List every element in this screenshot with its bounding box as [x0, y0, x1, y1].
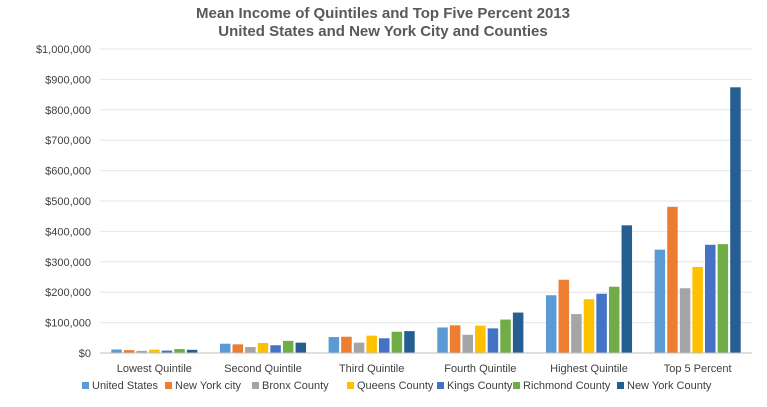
bar — [219, 343, 231, 353]
bar — [512, 312, 524, 353]
bar — [232, 344, 244, 353]
bar — [379, 338, 390, 353]
bars — [111, 87, 741, 353]
y-tick-label: $200,000 — [45, 287, 91, 299]
bar — [717, 244, 729, 353]
bar — [545, 295, 557, 353]
bar — [257, 342, 269, 353]
bar — [667, 206, 678, 353]
bar — [583, 299, 595, 353]
legend-swatch — [82, 382, 89, 389]
bar — [341, 336, 352, 353]
bar — [161, 350, 173, 353]
x-tick-label: Fourth Quintile — [444, 363, 516, 375]
bar — [449, 325, 461, 353]
x-tick-label: Third Quintile — [339, 363, 404, 375]
y-tick-label: $800,000 — [45, 105, 91, 117]
legend-label: United States — [92, 380, 159, 392]
legend-label: New York city — [175, 380, 242, 392]
legend-label: Richmond County — [523, 380, 611, 392]
y-tick-label: $300,000 — [45, 257, 91, 269]
bar — [558, 279, 570, 353]
chart-subtitle: United States and New York City and Coun… — [218, 23, 548, 40]
bar — [692, 266, 703, 353]
y-tick-label: $600,000 — [45, 166, 91, 178]
legend-label: Bronx County — [262, 380, 329, 392]
bar — [174, 349, 185, 353]
x-tick-label: Highest Quintile — [550, 363, 628, 375]
legend-label: Kings County — [447, 380, 513, 392]
bar — [679, 288, 691, 353]
bar — [608, 286, 620, 353]
y-axis-ticks: $0 $100,000 $200,000 $300,000 $400,000 $500,0… — [36, 44, 91, 360]
y-tick-label: $500,000 — [45, 196, 91, 208]
x-axis-ticks: Lowest Quintile Second Quintile Third Quin… — [117, 363, 732, 375]
bar — [654, 249, 666, 353]
legend-swatch — [252, 382, 259, 389]
y-tick-label: $100,000 — [45, 318, 91, 330]
legend-swatch — [513, 382, 520, 389]
legend-swatch — [437, 382, 444, 389]
bar — [391, 331, 403, 353]
y-tick-label: $400,000 — [45, 226, 91, 238]
bar — [353, 342, 365, 353]
bar — [621, 225, 633, 353]
bar — [136, 350, 147, 353]
x-tick-label: Second Quintile — [224, 363, 302, 375]
x-tick-label: Top 5 Percent — [664, 363, 732, 375]
bar — [462, 334, 473, 353]
bar — [475, 325, 486, 353]
legend-swatch — [165, 382, 172, 389]
y-tick-label: $0 — [79, 348, 91, 360]
legend: United States New York city Bronx County Qu… — [82, 380, 712, 392]
bar — [328, 337, 340, 353]
bar — [571, 314, 582, 353]
legend-swatch — [347, 382, 354, 389]
bar — [500, 319, 511, 353]
bar — [245, 347, 256, 353]
bar — [437, 327, 448, 353]
legend-label: Queens County — [357, 380, 434, 392]
y-tick-label: $1,000,000 — [36, 44, 91, 56]
bar — [730, 87, 741, 353]
bar — [149, 349, 160, 353]
bar — [366, 335, 377, 353]
bar — [487, 328, 499, 353]
legend-swatch — [617, 382, 624, 389]
gridlines — [100, 48, 752, 324]
bar — [186, 349, 198, 353]
legend-label: New York County — [627, 380, 712, 392]
y-tick-label: $900,000 — [45, 74, 91, 86]
bar — [295, 342, 307, 353]
bar — [404, 331, 415, 353]
chart-title: Mean Income of Quintiles and Top Five Pe… — [196, 5, 570, 22]
bar — [282, 340, 294, 353]
bar — [596, 293, 607, 353]
y-tick-label: $700,000 — [45, 135, 91, 147]
bar — [705, 244, 716, 353]
bar — [123, 350, 135, 353]
bar — [270, 345, 281, 353]
bar — [111, 349, 122, 353]
x-tick-label: Lowest Quintile — [117, 363, 192, 375]
